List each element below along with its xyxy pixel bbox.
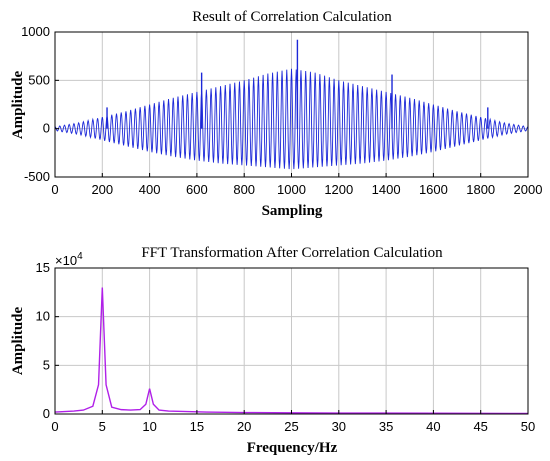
chart-1-y-tick-label: -500	[24, 169, 50, 184]
chart-1-x-tick-label: 1000	[277, 182, 306, 197]
chart-2-x-tick-label: 10	[142, 419, 156, 434]
chart-2-x-tick-label: 50	[521, 419, 535, 434]
chart-2-y-tick-label: 0	[43, 406, 50, 421]
chart-1-x-tick-label: 600	[186, 182, 208, 197]
chart-2-x-label: Frequency/Hz	[247, 440, 338, 456]
chart-2-signal	[54, 287, 529, 415]
chart-1-x-ticks: 0 200 400 600 800 1000 1200 1400 1600 1800 2000	[51, 173, 542, 197]
chart-2-x-tick-label: 15	[190, 419, 204, 434]
chart-2-grid	[54, 267, 529, 415]
chart-1-x-tick-label: 1800	[466, 182, 495, 197]
chart-1-x-tick-label: 0	[51, 182, 58, 197]
chart-1-line	[54, 68, 529, 170]
chart-2-x-tick-label: 30	[332, 419, 346, 434]
chart-1-x-tick-label: 400	[139, 182, 161, 197]
chart-2-x-tick-label: 20	[237, 419, 251, 434]
chart-2-y-tick-label: 5	[43, 357, 50, 372]
chart-2-x-tick-label: 35	[379, 419, 393, 434]
chart-2-exponent: ×104	[55, 251, 83, 268]
correlation-chart: Result of Correlation Calculation 0 200 40…	[10, 9, 542, 219]
chart-1-y-ticks: -500 0 500 1000	[21, 24, 59, 184]
chart-1-x-tick-label: 800	[233, 182, 255, 197]
chart-2-x-tick-label: 0	[51, 419, 58, 434]
chart-1-y-tick-label: 500	[28, 72, 50, 87]
chart-2-y-tick-label: 15	[36, 260, 50, 275]
chart-1-x-tick-label: 1400	[372, 182, 401, 197]
chart-2-line	[54, 287, 529, 415]
chart-2-x-tick-label: 40	[426, 419, 440, 434]
chart-2-x-ticks: 0 5 10 15 20 25 30 35 40 45 50	[51, 410, 535, 434]
chart-2-x-tick-label: 45	[473, 419, 487, 434]
chart-1-y-label: Amplitude	[10, 70, 26, 139]
chart-1-x-label: Sampling	[262, 203, 323, 219]
chart-2-x-tick-label: 25	[284, 419, 298, 434]
chart-2-title: FFT Transformation After Correlation Cal…	[141, 245, 443, 261]
fft-chart: FFT Transformation After Correlation Cal…	[10, 245, 535, 456]
chart-1-x-tick-label: 2000	[514, 182, 543, 197]
chart-1-x-tick-label: 1200	[324, 182, 353, 197]
chart-1-x-tick-label: 1600	[419, 182, 448, 197]
chart-1-title: Result of Correlation Calculation	[192, 9, 392, 25]
chart-1-y-tick-label: 1000	[21, 24, 50, 39]
chart-2-y-tick-label: 10	[36, 309, 50, 324]
chart-2-x-tick-label: 5	[99, 419, 106, 434]
chart-1-x-tick-label: 200	[91, 182, 113, 197]
chart-1-grid	[54, 31, 529, 178]
chart-2-y-label: Amplitude	[10, 306, 26, 375]
chart-1-y-tick-label: 0	[43, 121, 50, 136]
chart-1-signal	[54, 39, 529, 170]
chart-2-y-ticks: 0 5 10 15	[36, 260, 59, 421]
